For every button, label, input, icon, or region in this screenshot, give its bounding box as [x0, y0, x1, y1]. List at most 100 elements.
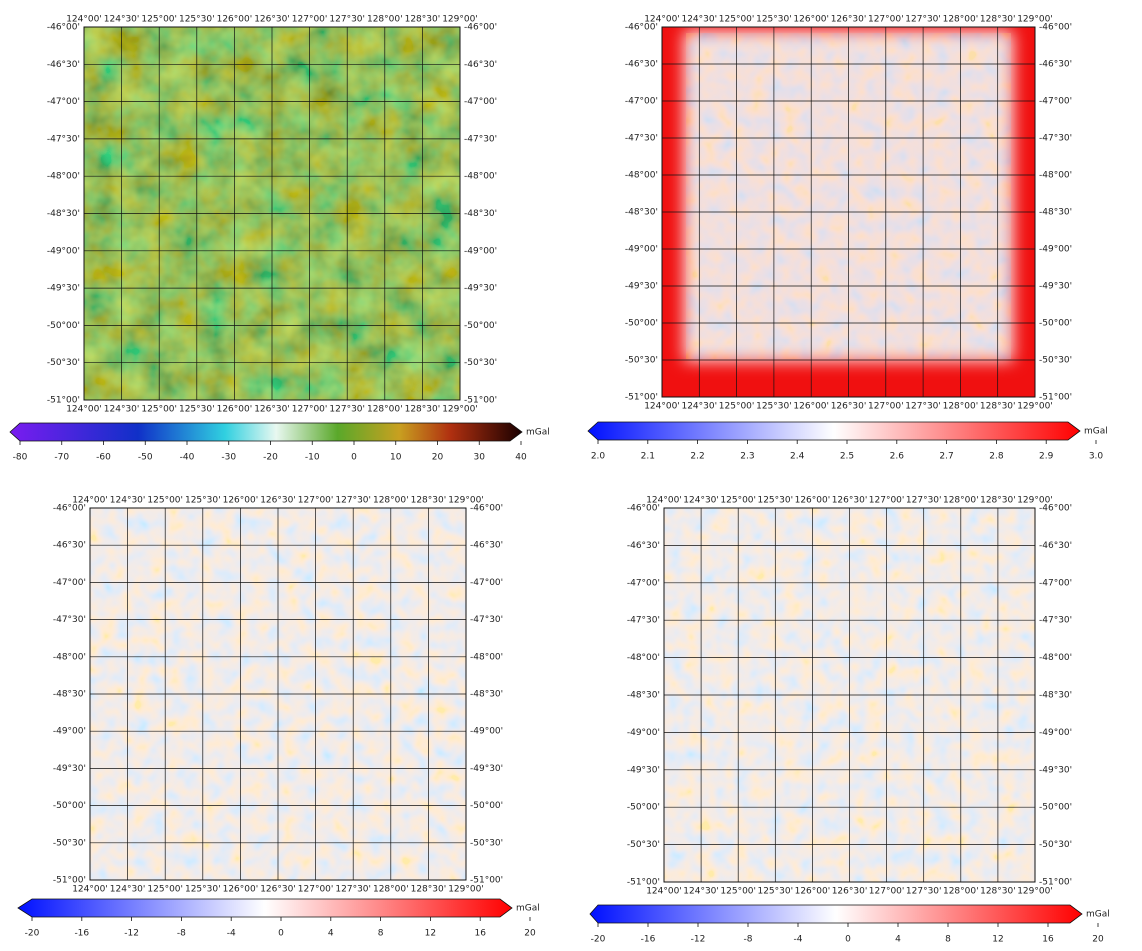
- colorbar-tick-label: 4: [328, 929, 334, 939]
- lon-label-top: 124°00': [646, 496, 682, 506]
- lat-label-left: -50°30': [53, 838, 86, 848]
- lat-label-left: -46°00': [625, 23, 658, 33]
- lon-label-bottom: 126°00': [217, 405, 253, 415]
- lon-label-top: 125°00': [719, 15, 755, 25]
- lon-label-top: 126°30': [260, 496, 296, 506]
- lat-label-right: -47°30': [1039, 134, 1072, 144]
- lat-label-left: -47°00': [47, 97, 80, 107]
- colorbar-tick-label: -40: [180, 453, 195, 463]
- lon-label-bottom: 129°00': [442, 405, 478, 415]
- colorbar-tick-label: -4: [227, 929, 236, 939]
- lat-label-left: -47°00': [627, 578, 660, 588]
- lat-label-left: -46°00': [53, 504, 86, 514]
- colorbar-tick-label: 2.8: [989, 452, 1004, 462]
- lat-label-right: -47°30': [470, 615, 503, 625]
- lat-label-right: -49°00': [1039, 245, 1072, 255]
- lat-label-left: -50°00': [47, 321, 80, 331]
- lon-label-bottom: 126°00': [795, 887, 831, 897]
- lon-label-top: 127°30': [905, 15, 941, 25]
- lon-label-top: 125°30': [185, 496, 221, 506]
- lat-label-right: -50°00': [1039, 803, 1072, 813]
- lon-label-top: 125°00': [720, 496, 756, 506]
- lon-label-top: 124°30': [104, 15, 140, 25]
- lon-label-top: 127°00': [868, 15, 904, 25]
- colorbar-tick-label: -12: [691, 935, 706, 945]
- lat-label-right: -50°30': [1039, 840, 1072, 850]
- lat-label-left: -51°00': [47, 396, 80, 406]
- lon-label-top: 128°00': [943, 15, 979, 25]
- lon-label-bottom: 128°00': [373, 885, 409, 895]
- lon-label-bottom: 127°30': [335, 885, 371, 895]
- colorbar-tick-label: 16: [474, 929, 486, 939]
- lon-label-bottom: 129°00': [448, 885, 484, 895]
- lat-label-right: -48°00': [1039, 171, 1072, 181]
- colorbar-tick-label: 2.4: [790, 452, 805, 462]
- colorbar-tick-label: 12: [992, 935, 1003, 945]
- lon-label-bottom: 127°00': [298, 885, 334, 895]
- lat-label-left: -47°00': [625, 97, 658, 107]
- colorbar-tick-label: -70: [54, 453, 69, 463]
- lat-label-right: -46°00': [470, 504, 503, 514]
- colorbar-tick-label: 2.1: [641, 452, 655, 462]
- lon-label-bottom: 124°30': [104, 405, 140, 415]
- lon-label-bottom: 126°30': [260, 885, 296, 895]
- map-frame: [83, 26, 461, 401]
- lat-label-left: -46°00': [627, 504, 660, 514]
- lon-label-top: 127°00': [292, 15, 328, 25]
- lon-label-top: 127°30': [335, 496, 371, 506]
- lon-label-bottom: 125°00': [719, 402, 755, 412]
- lat-label-right: -48°30': [1039, 208, 1072, 218]
- map-panel: 124°00'124°00'124°30'124°30'125°00'125°0…: [17, 496, 540, 939]
- lon-label-top: 126°30': [254, 15, 290, 25]
- colorbar: [17, 898, 513, 918]
- colorbar-tick-label: 12: [425, 929, 436, 939]
- lat-label-left: -49°00': [53, 727, 86, 737]
- lon-label-top: 126°00': [795, 496, 831, 506]
- lat-label-right: -47°00': [464, 97, 497, 107]
- lon-label-bottom: 129°00': [1017, 402, 1053, 412]
- lon-label-top: 128°00': [943, 496, 979, 506]
- lat-label-right: -51°00': [1039, 878, 1072, 888]
- colorbar-tick-label: 2.5: [840, 452, 854, 462]
- lon-label-bottom: 128°00': [943, 887, 979, 897]
- lon-label-bottom: 125°00': [141, 405, 177, 415]
- lon-label-bottom: 127°00': [292, 405, 328, 415]
- lon-label-top: 124°30': [110, 496, 146, 506]
- lon-label-top: 126°00': [793, 15, 829, 25]
- lon-label-bottom: 124°00': [66, 405, 102, 415]
- colorbar-tick-label: 2.3: [740, 452, 754, 462]
- colorbar: [9, 422, 523, 442]
- lat-label-right: -48°30': [464, 209, 497, 219]
- lat-label-right: -47°00': [1039, 578, 1072, 588]
- lon-label-top: 128°30': [980, 496, 1016, 506]
- colorbar-tick-label: 40: [515, 453, 527, 463]
- lat-label-right: -49°30': [1039, 765, 1072, 775]
- lon-label-bottom: 125°30': [757, 887, 793, 897]
- lat-label-right: -46°00': [1039, 504, 1072, 514]
- lat-label-left: -46°30': [53, 541, 86, 551]
- lat-label-right: -50°30': [1039, 356, 1072, 366]
- map-frame: [89, 507, 467, 881]
- lat-label-right: -49°00': [470, 727, 503, 737]
- lat-label-right: -49°00': [1039, 728, 1072, 738]
- lon-label-bottom: 126°00': [223, 885, 259, 895]
- lat-label-right: -50°00': [1039, 319, 1072, 329]
- colorbar-tick-label: -16: [74, 929, 89, 939]
- lat-label-right: -47°00': [1039, 97, 1072, 107]
- colorbar-tick-label: 0: [278, 929, 284, 939]
- lat-label-left: -49°30': [53, 764, 86, 774]
- lat-label-right: -51°00': [1039, 393, 1072, 403]
- colorbar-tick-label: 20: [1092, 935, 1104, 945]
- lat-label-right: -50°00': [464, 321, 497, 331]
- map-frame: [661, 26, 1036, 398]
- colorbar-tick-label: -30: [221, 453, 236, 463]
- lat-label-right: -46°30': [464, 60, 497, 70]
- lat-label-left: -48°30': [47, 209, 80, 219]
- colorbar-tick-label: -4: [794, 935, 803, 945]
- lon-label-top: 125°30': [756, 15, 792, 25]
- lon-label-bottom: 128°30': [980, 402, 1016, 412]
- colorbar-tick-label: 0: [351, 453, 357, 463]
- lon-label-top: 126°30': [832, 496, 868, 506]
- lat-label-left: -50°30': [627, 840, 660, 850]
- lat-label-left: -48°00': [625, 171, 658, 181]
